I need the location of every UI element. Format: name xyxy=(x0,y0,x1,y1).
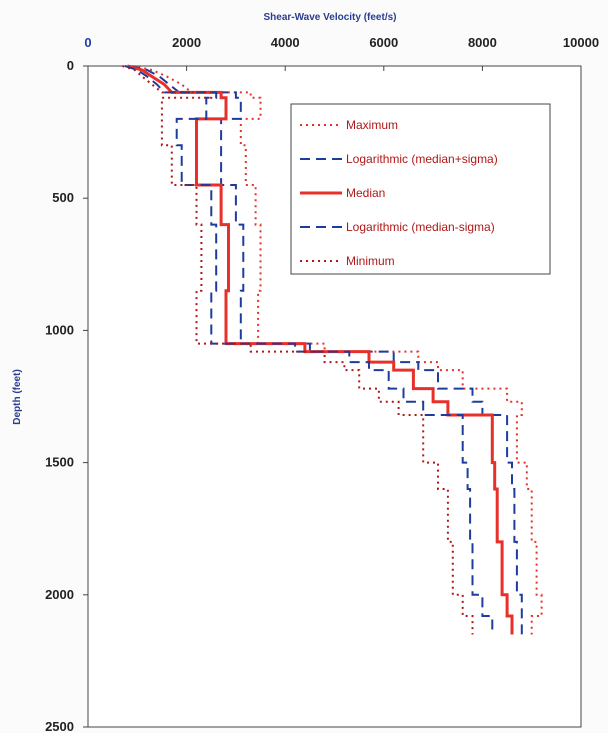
legend-label-1: Logarithmic (median+sigma) xyxy=(346,152,498,166)
legend-items: Maximum Logarithmic (median+sigma) Median L… xyxy=(300,118,498,268)
x-tick-label: 4000 xyxy=(271,35,300,50)
x-tick-label: 8000 xyxy=(468,35,497,50)
y-tick-label: 1000 xyxy=(45,322,74,337)
x-tick-label: 10000 xyxy=(563,35,599,50)
x-tick-label: 6000 xyxy=(369,35,398,50)
series-layer xyxy=(122,64,543,635)
y-tick-label: 1500 xyxy=(45,455,74,470)
legend-label-4: Minimum xyxy=(346,254,395,268)
legend-box xyxy=(290,103,551,275)
series-line-0 xyxy=(132,65,543,635)
series-line-4 xyxy=(122,65,474,635)
y-tick-label: 2500 xyxy=(45,719,74,733)
y-axis-title: Depth (feet) xyxy=(12,369,23,425)
y-tick-label: 500 xyxy=(52,190,74,205)
legend-label-3: Logarithmic (median-sigma) xyxy=(346,220,495,234)
legend-label-0: Maximum xyxy=(346,118,398,132)
legend-label-2: Median xyxy=(346,186,385,200)
y-tick-label: 0 xyxy=(67,58,74,73)
x-tick-label: 2000 xyxy=(172,35,201,50)
legend: Maximum Logarithmic (median+sigma) Median L… xyxy=(290,103,551,275)
y-tick-label: 2000 xyxy=(45,587,74,602)
series-line-3 xyxy=(124,65,494,635)
x-axis-title: Shear-Wave Velocity (feet/s) xyxy=(263,12,396,23)
series-line-2 xyxy=(127,64,514,635)
x-tick-group: 0 2000 4000 6000 8000 10000 xyxy=(84,35,599,71)
x-tick-label: 0 xyxy=(84,35,91,50)
y-tick-group: 0 500 1000 1500 2000 2500 xyxy=(45,58,88,733)
